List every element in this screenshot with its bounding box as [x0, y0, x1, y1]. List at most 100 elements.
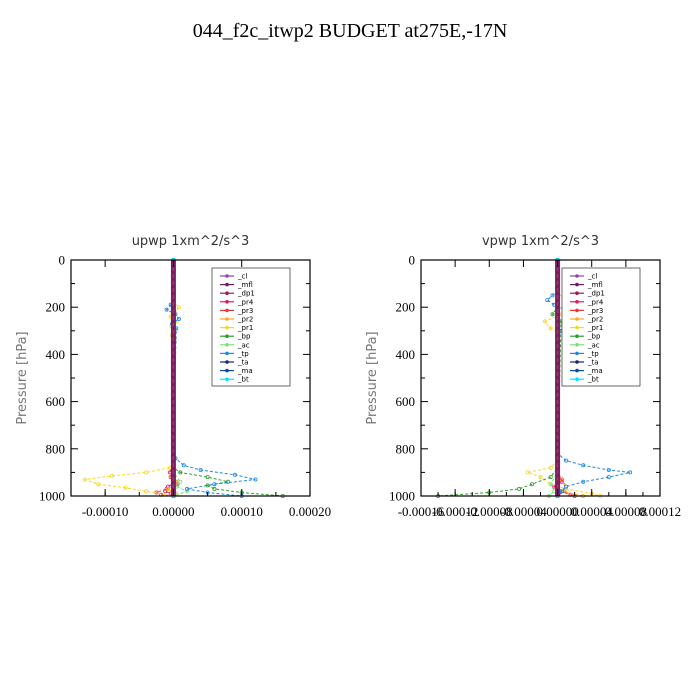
legend-marker	[575, 291, 579, 296]
legend-label-ac: _ac	[237, 341, 250, 349]
x-tick-label: -0.00008	[466, 504, 513, 519]
legend-label-ac: _ac	[587, 341, 600, 349]
legend-marker	[225, 334, 229, 339]
legend-marker	[225, 368, 229, 373]
legend-marker	[575, 377, 579, 382]
legend-marker	[225, 343, 229, 347]
y-tick-label: 400	[396, 347, 416, 362]
data-point	[530, 482, 535, 487]
y-tick-label: 800	[396, 441, 416, 456]
data-point	[176, 316, 181, 321]
legend-label-bt: _bt	[237, 376, 249, 384]
x-tick-label: -0.00004	[500, 504, 547, 519]
legend-label-mfl: _mfl	[237, 281, 253, 289]
legend-label-ta: _ta	[237, 359, 249, 367]
y-tick-label: 1000	[39, 489, 65, 504]
legend-label-ma: _ma	[587, 367, 603, 375]
y-tick-label: 0	[409, 253, 416, 268]
legend-marker	[575, 325, 579, 330]
series-line-bp	[438, 260, 562, 497]
legend-marker	[575, 368, 579, 373]
data-point	[538, 475, 543, 480]
x-tick-label: 0.00000	[152, 504, 194, 519]
legend-marker	[575, 308, 579, 313]
data-point	[525, 470, 530, 475]
legend-marker	[225, 274, 229, 278]
x-tick-label: -0.00010	[82, 504, 129, 519]
legend-marker	[575, 334, 579, 339]
legend-label-pr4: _pr4	[587, 298, 604, 306]
y-axis-label: Pressure [hPa]	[15, 331, 30, 424]
data-point	[176, 305, 181, 310]
x-tick-label: -0.00016	[398, 504, 445, 519]
x-tick-label: 0.00004	[571, 504, 614, 519]
data-point	[212, 482, 217, 487]
legend-label-pr3: _pr3	[237, 307, 253, 315]
legend-label-tp: _tp	[587, 350, 599, 358]
data-point	[606, 467, 611, 472]
legend-label-ta: _ta	[587, 359, 599, 367]
legend-marker	[225, 291, 229, 296]
data-point	[144, 489, 149, 494]
data-point	[564, 484, 569, 489]
data-point	[144, 470, 149, 475]
data-point	[545, 298, 550, 303]
data-point	[564, 458, 569, 463]
legend-label-pr4: _pr4	[237, 298, 254, 306]
y-tick-label: 600	[46, 394, 66, 409]
legend-label-bt: _bt	[587, 376, 599, 384]
data-point	[181, 463, 186, 468]
y-tick-label: 1000	[389, 489, 415, 504]
y-tick-label: 0	[59, 253, 66, 268]
chart-vpwp: vpwp 1xm^2/s^3 Pressure [hPa] 0 200 400 600 80…	[365, 234, 681, 519]
legend-label-pr3: _pr3	[587, 307, 603, 315]
y-tick-label: 600	[396, 394, 416, 409]
data-point	[178, 479, 183, 484]
data-point	[581, 479, 586, 484]
data-point	[82, 477, 87, 482]
legend-label-bp: _bp	[587, 333, 601, 341]
data-point	[96, 482, 101, 487]
x-tick-label: 0.00008	[605, 504, 647, 519]
data-point	[517, 486, 522, 491]
data-point	[123, 485, 128, 490]
data-point	[548, 326, 553, 331]
legend-marker	[225, 325, 229, 330]
data-point	[548, 482, 553, 487]
data-point	[198, 467, 203, 472]
data-point	[178, 470, 183, 475]
legend-label-dp1: _dp1	[587, 290, 605, 298]
legend-marker	[575, 274, 579, 278]
x-tick-label: 0.00000	[536, 504, 578, 519]
x-tick-label: 0.00012	[639, 504, 681, 519]
chart-title: upwp 1xm^2/s^3	[132, 234, 250, 249]
legend-marker	[225, 351, 229, 356]
series-line-pr1	[84, 260, 180, 497]
legend-label-pr1: _pr1	[587, 324, 603, 332]
x-tick-label: 0.00010	[221, 504, 263, 519]
data-point	[548, 475, 553, 480]
data-point	[165, 486, 170, 491]
legend-label-pr1: _pr1	[237, 324, 253, 332]
data-point	[110, 473, 115, 478]
figure-title: 044_f2c_itwp2 BUDGET at275E,-17N	[192, 20, 508, 42]
y-tick-label: 400	[46, 347, 66, 362]
data-point	[185, 486, 190, 491]
data-point	[253, 477, 258, 482]
legend-marker	[575, 351, 579, 356]
data-point	[205, 475, 210, 480]
x-tick-label: -0.00012	[432, 504, 479, 519]
y-tick-label: 800	[46, 441, 66, 456]
x-tick-label: 0.00020	[289, 504, 331, 519]
legend-label-tp: _tp	[237, 350, 249, 358]
data-point	[581, 463, 586, 468]
legend-marker	[225, 300, 229, 304]
legend-marker	[575, 360, 579, 364]
data-point	[628, 470, 633, 475]
legend-marker	[225, 308, 229, 313]
legend-label-ma: _ma	[237, 367, 253, 375]
y-tick-label: 200	[396, 300, 416, 315]
y-tick-label: 200	[46, 300, 66, 315]
legend-marker	[575, 282, 579, 287]
